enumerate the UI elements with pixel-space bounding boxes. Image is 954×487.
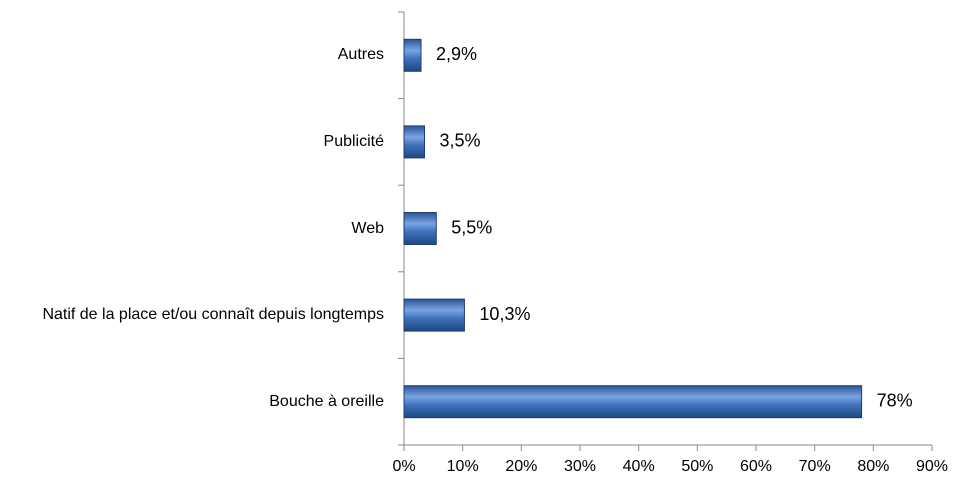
bar bbox=[403, 125, 426, 159]
value-label: 78% bbox=[877, 390, 913, 410]
x-tick-label: 80% bbox=[857, 458, 889, 475]
category-text: Natif de la place et/ou connaît depuis l… bbox=[42, 306, 384, 324]
bar bbox=[403, 298, 465, 332]
y-tick-label: Autres bbox=[0, 25, 384, 85]
x-tick-label: 50% bbox=[681, 458, 713, 475]
value-label: 10,3% bbox=[479, 304, 530, 324]
bar bbox=[403, 385, 863, 419]
value-label: 3,5% bbox=[440, 131, 481, 151]
category-text: Publicité bbox=[323, 132, 384, 150]
x-tick-label: 40% bbox=[623, 458, 655, 475]
bar bbox=[403, 38, 422, 72]
value-label: 5,5% bbox=[451, 217, 492, 237]
category-text: Web bbox=[351, 219, 384, 237]
value-label: 2,9% bbox=[436, 44, 477, 64]
x-tick-label: 0% bbox=[392, 458, 415, 475]
x-tick-label: 10% bbox=[447, 458, 479, 475]
x-tick-label: 90% bbox=[916, 458, 948, 475]
y-tick-label: Web bbox=[0, 199, 384, 259]
y-tick-label: Publicité bbox=[0, 112, 384, 172]
category-text: Bouche à oreille bbox=[269, 392, 384, 410]
y-tick-label: Natif de la place et/ou connaît depuis l… bbox=[0, 285, 384, 345]
x-tick-label: 70% bbox=[799, 458, 831, 475]
bar bbox=[403, 212, 437, 245]
category-text: Autres bbox=[337, 46, 384, 64]
y-tick-label: Bouche à oreille bbox=[0, 372, 384, 432]
x-tick-label: 30% bbox=[564, 458, 596, 475]
x-tick-label: 60% bbox=[740, 458, 772, 475]
x-tick-label: 20% bbox=[505, 458, 537, 475]
